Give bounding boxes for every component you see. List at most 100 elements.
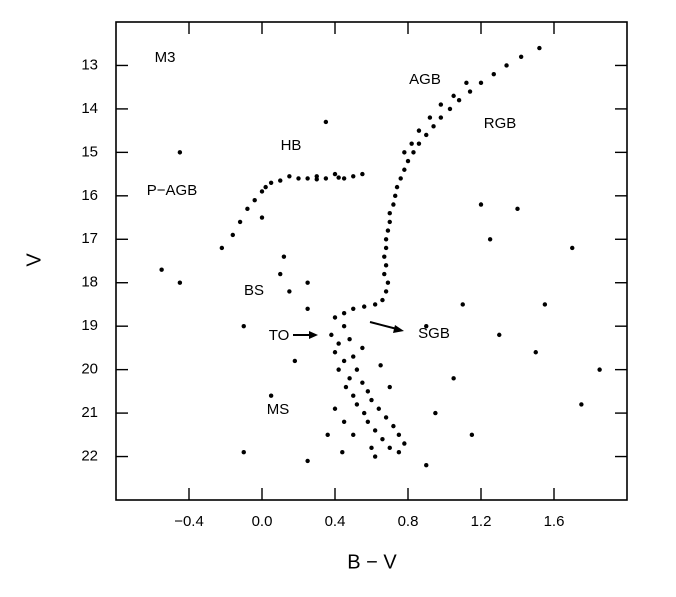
- data-point: [336, 367, 341, 372]
- y-tick-label: 20: [81, 361, 98, 378]
- data-point: [433, 410, 438, 416]
- data-point: [314, 177, 319, 182]
- data-point: [431, 124, 436, 129]
- x-axis-label: B − V: [347, 551, 397, 573]
- data-point: [469, 432, 475, 438]
- y-tick-label: 13: [81, 56, 98, 73]
- data-point: [427, 115, 433, 120]
- data-point: [351, 432, 356, 438]
- data-point: [268, 180, 274, 185]
- annotation: BS: [244, 282, 264, 299]
- x-tick-label: −0.4: [174, 513, 204, 530]
- data-point: [542, 302, 548, 307]
- data-point: [391, 202, 396, 207]
- data-point: [387, 445, 392, 451]
- data-point: [336, 175, 341, 180]
- data-point: [372, 302, 378, 307]
- x-tick-label: 0.0: [252, 513, 273, 530]
- y-tick-label: 15: [81, 143, 98, 160]
- data-point: [351, 306, 356, 311]
- data-point: [296, 176, 301, 181]
- annotation: P−AGB: [147, 182, 197, 199]
- data-point: [241, 450, 246, 455]
- data-point: [396, 450, 402, 455]
- data-point: [378, 363, 383, 368]
- data-point: [478, 202, 484, 207]
- data-point: [365, 419, 371, 424]
- data-point: [332, 406, 338, 411]
- arrow: [369, 321, 398, 330]
- data-point: [305, 306, 310, 311]
- data-point: [365, 389, 371, 394]
- data-point: [376, 406, 381, 411]
- data-point: [382, 254, 387, 259]
- data-point: [347, 376, 352, 381]
- data-point: [451, 93, 456, 99]
- data-point: [372, 454, 378, 459]
- data-point: [424, 132, 429, 138]
- data-point: [332, 350, 338, 355]
- data-point: [347, 337, 352, 342]
- arrowhead: [393, 325, 404, 333]
- data-point: [354, 367, 360, 372]
- annotation: HB: [281, 137, 302, 154]
- data-point: [409, 141, 414, 146]
- x-tick-label: 1.2: [471, 513, 492, 530]
- data-point: [383, 237, 389, 242]
- y-tick-label: 14: [81, 100, 98, 117]
- data-point: [515, 206, 520, 212]
- annotation: M3: [155, 49, 176, 66]
- annotation: MS: [267, 401, 290, 418]
- data-point: [159, 267, 164, 272]
- data-point: [341, 176, 347, 181]
- x-tick-label: 1.6: [544, 513, 565, 530]
- data-point: [351, 174, 356, 179]
- data-point: [396, 432, 402, 438]
- data-point: [383, 415, 389, 420]
- y-tick-label: 19: [81, 317, 98, 334]
- data-point: [402, 150, 407, 155]
- annotation: RGB: [484, 115, 517, 132]
- data-point: [241, 323, 246, 329]
- data-point: [467, 89, 473, 94]
- data-point: [383, 245, 389, 251]
- y-tick-label: 17: [81, 230, 98, 247]
- data-point: [341, 419, 347, 424]
- data-point: [287, 289, 292, 294]
- data-point: [323, 176, 329, 181]
- data-point: [230, 232, 235, 238]
- data-point: [325, 432, 330, 438]
- data-point: [387, 219, 392, 225]
- data-point: [292, 358, 298, 364]
- data-point: [332, 171, 338, 177]
- y-tick-label: 16: [81, 187, 98, 204]
- data-point: [438, 115, 444, 120]
- data-point: [340, 450, 345, 455]
- annotation: AGB: [409, 71, 441, 88]
- data-point: [369, 445, 374, 451]
- data-point: [447, 106, 453, 112]
- x-tick-label: 0.8: [398, 513, 419, 530]
- data-point: [369, 397, 374, 403]
- data-point: [385, 228, 391, 233]
- data-point: [314, 174, 319, 179]
- data-point: [305, 458, 310, 464]
- data-point: [259, 215, 265, 220]
- data-point: [451, 376, 456, 381]
- data-point: [336, 341, 341, 346]
- data-point: [424, 463, 429, 468]
- x-tick-label: 0.4: [325, 513, 346, 530]
- data-point: [341, 323, 347, 329]
- data-point: [341, 358, 347, 364]
- data-point: [278, 271, 283, 277]
- data-point: [305, 280, 310, 285]
- data-point: [281, 254, 287, 259]
- data-point: [385, 280, 391, 285]
- data-point: [362, 410, 367, 416]
- data-point: [380, 297, 385, 303]
- data-point: [219, 245, 225, 251]
- data-point: [424, 323, 429, 329]
- data-point: [570, 245, 575, 251]
- data-point: [177, 280, 183, 285]
- y-tick-label: 18: [81, 274, 98, 291]
